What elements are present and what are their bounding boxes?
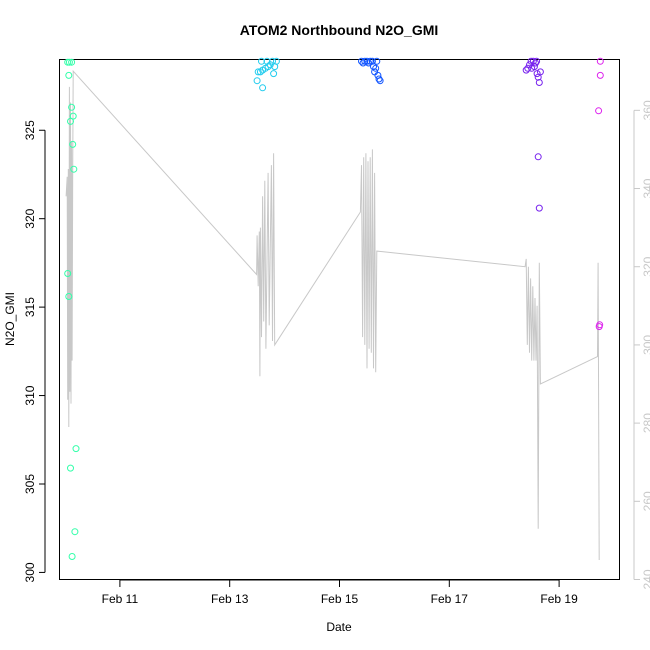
data-point <box>68 103 76 111</box>
data-point <box>68 553 76 560</box>
data-point <box>529 57 537 65</box>
data-point <box>535 204 543 212</box>
data-point <box>264 63 272 71</box>
data-point <box>70 165 78 173</box>
data-point <box>256 68 264 76</box>
data-point <box>533 70 541 78</box>
data-point <box>253 77 261 85</box>
data-point <box>272 57 280 65</box>
line-series <box>65 69 600 561</box>
data-point <box>376 77 384 85</box>
x-axis: Feb 11 Feb 13 Feb 15 Feb 17 Feb 19 <box>102 579 578 606</box>
right-tick-label: 320 <box>641 256 650 276</box>
data-point <box>67 464 74 472</box>
data-point <box>254 68 262 76</box>
data-point <box>71 528 79 536</box>
x-tick-label: Feb 11 <box>102 592 139 606</box>
data-point <box>69 112 77 120</box>
data-point <box>372 64 380 72</box>
data-point <box>67 117 74 125</box>
data-point <box>68 58 76 66</box>
left-tick-label: 310 <box>23 385 37 405</box>
scatter-points <box>64 57 604 560</box>
x-axis-label: Date <box>326 620 352 634</box>
data-point <box>596 321 604 329</box>
x-tick-label: Feb 17 <box>431 592 469 606</box>
data-point <box>534 153 542 161</box>
data-point <box>64 270 72 277</box>
data-point <box>72 445 80 453</box>
left-tick-label: 325 <box>23 120 37 140</box>
data-point <box>535 79 543 86</box>
data-point <box>524 64 532 72</box>
data-point <box>532 59 539 67</box>
data-point <box>368 57 376 65</box>
chart-title: ATOM2 Northbound N2O_GMI <box>240 22 439 38</box>
left-tick-label: 300 <box>23 562 37 582</box>
series-line <box>65 69 600 561</box>
y-axis-label: N2O_GMI <box>3 292 17 346</box>
data-point <box>270 70 278 78</box>
x-tick-label: Feb 13 <box>211 592 249 606</box>
data-point <box>595 107 603 115</box>
data-point <box>365 59 373 67</box>
data-point <box>266 61 274 69</box>
data-point <box>69 140 77 148</box>
data-point <box>259 84 267 92</box>
data-point <box>363 57 371 65</box>
x-tick-label: Feb 19 <box>540 592 578 606</box>
left-tick-label: 305 <box>23 474 37 494</box>
data-point <box>65 71 73 79</box>
data-point <box>536 68 544 76</box>
data-point <box>366 57 374 65</box>
right-tick-label: 340 <box>641 178 650 198</box>
right-tick-label: 280 <box>641 413 650 433</box>
data-point <box>370 63 377 71</box>
data-point <box>533 57 541 65</box>
right-tick-label: 240 <box>641 569 650 589</box>
left-tick-label: 315 <box>23 297 37 317</box>
data-point <box>375 75 383 83</box>
data-point <box>596 71 604 79</box>
right-y-axis: 240 260 280 300 320 340 360 <box>633 100 650 590</box>
left-y-axis: 300 305 310 315 320 325 <box>23 120 46 582</box>
data-point <box>361 57 369 65</box>
data-point <box>65 58 73 66</box>
right-tick-label: 300 <box>641 335 650 355</box>
data-point <box>373 57 381 65</box>
data-point <box>65 293 73 300</box>
right-tick-label: 260 <box>641 491 650 511</box>
right-tick-label: 360 <box>641 100 650 120</box>
x-tick-label: Feb 15 <box>321 592 359 606</box>
data-point <box>596 57 604 65</box>
left-tick-label: 320 <box>23 208 37 228</box>
